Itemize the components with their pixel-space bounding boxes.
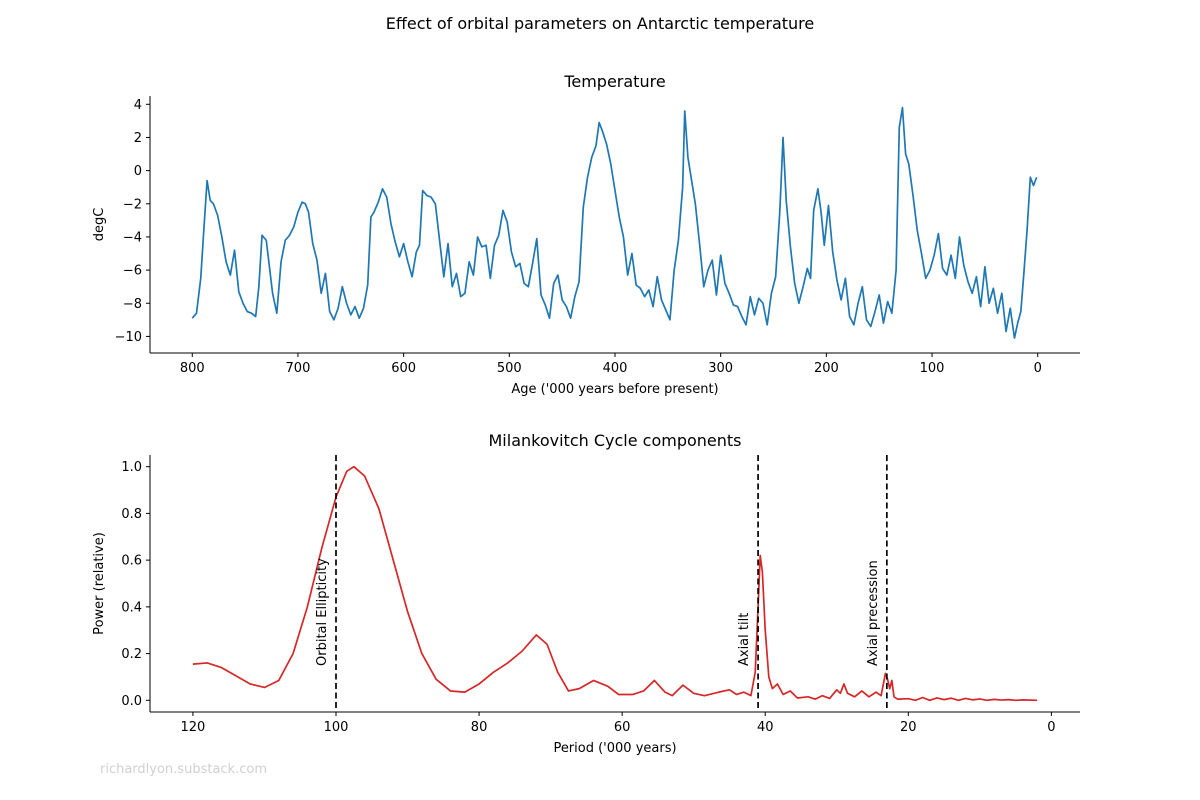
figure-suptitle: Effect of orbital parameters on Antarcti…	[386, 14, 814, 33]
milankovitch-x-tick-label: 80	[471, 720, 488, 735]
temperature-series-line	[191, 106, 1038, 339]
milankovitch-x-tick-label: 120	[181, 720, 206, 735]
temperature-x-tick-label: 700	[286, 361, 311, 376]
milankovitch-y-label: Power (relative)	[92, 532, 107, 635]
milankovitch-y-tick-label: 0.8	[121, 507, 142, 522]
milankovitch-x-label: Period ('000 years)	[553, 741, 676, 756]
milankovitch-vline-label: Axial precession	[866, 560, 881, 666]
temperature-x-tick-label: 400	[603, 361, 628, 376]
milankovitch-x-tick-label: 40	[757, 720, 774, 735]
temperature-x-tick-label: 300	[708, 361, 733, 376]
milankovitch-y-tick-label: 0.0	[121, 694, 142, 709]
temperature-x-tick-label: 200	[814, 361, 839, 376]
temperature-y-tick-label: 0	[134, 164, 142, 179]
milankovitch-x-tick-label: 20	[900, 720, 917, 735]
temperature-x-tick-label: 800	[180, 361, 205, 376]
temperature-y-label: degC	[92, 208, 107, 242]
milankovitch-y-tick-label: 0.2	[121, 647, 142, 662]
milankovitch-y-tick-label: 1.0	[121, 460, 142, 475]
temperature-y-tick-label: 2	[134, 131, 142, 146]
milankovitch-title: Milankovitch Cycle components	[489, 431, 742, 450]
temperature-x-tick-label: 600	[391, 361, 416, 376]
milankovitch-x-tick-label: 100	[324, 720, 349, 735]
temperature-y-tick-label: −4	[123, 230, 142, 245]
milankovitch-series-line	[192, 465, 1038, 702]
temperature-y-tick-label: −10	[115, 330, 142, 345]
temperature-y-tick-label: −8	[123, 297, 142, 312]
watermark: richardlyon.substack.com	[100, 762, 267, 777]
temperature-x-tick-label: 0	[1034, 361, 1042, 376]
milankovitch-vline-label: Orbital Ellipticity	[315, 558, 330, 666]
temperature-axes: 800 700 600 500 400 300 200 100 0 −10 −8 −6 −4 −2 0 2 4 T…	[92, 72, 1080, 397]
milankovitch-vline-label: Axial tilt	[737, 613, 752, 666]
milankovitch-y-tick-label: 0.6	[121, 554, 142, 569]
temperature-x-label: Age ('000 years before present)	[511, 382, 718, 397]
temperature-x-tick-label: 100	[920, 361, 945, 376]
milankovitch-x-tick-label: 60	[614, 720, 631, 735]
temperature-y-tick-label: −2	[123, 197, 142, 212]
temperature-title: Temperature	[563, 72, 665, 91]
milankovitch-y-tick-label: 0.4	[121, 600, 142, 615]
milankovitch-axes: 120 100 80 60 40 20 0 0.0 0.2 0.4 0.6 0.8 1.0 Milanko…	[92, 431, 1080, 756]
milankovitch-x-tick-label: 0	[1047, 720, 1055, 735]
temperature-y-tick-label: −6	[123, 264, 142, 279]
temperature-y-tick-label: 4	[134, 98, 142, 113]
temperature-x-tick-label: 500	[497, 361, 522, 376]
